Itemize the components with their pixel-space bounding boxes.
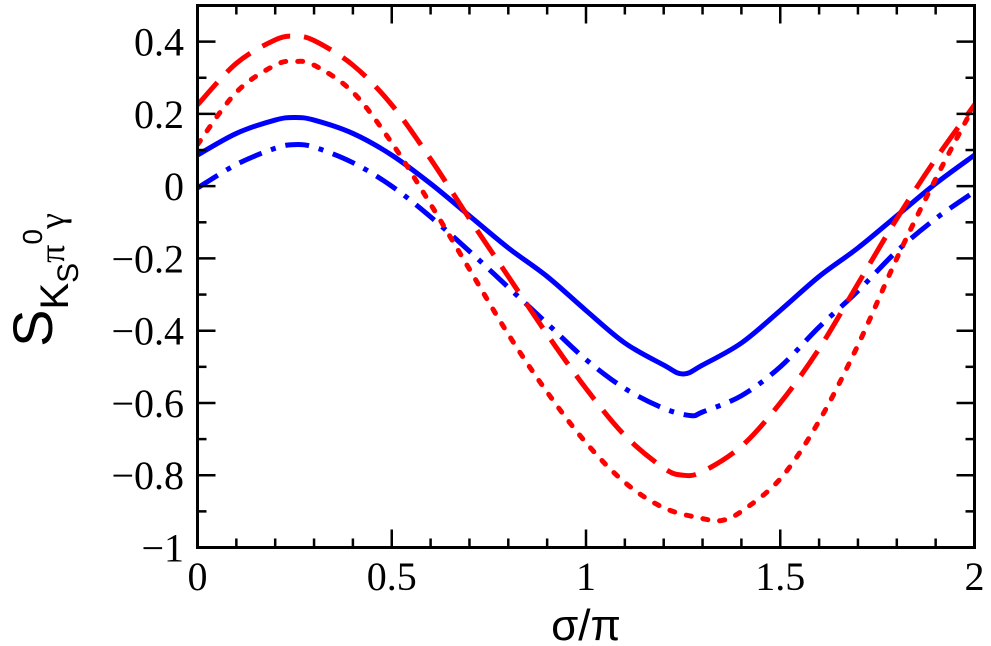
series-line-solid — [197, 115, 975, 377]
y-title-sub-k-sub: S — [52, 263, 85, 283]
x-tick-label: 2 — [965, 554, 985, 599]
y-axis-title: SKSπ0γ — [1, 213, 85, 347]
x-tick-label: 1 — [576, 554, 596, 599]
y-title-sub-pi: π — [32, 245, 72, 263]
x-tick-label: 0 — [188, 554, 208, 599]
ticks-layer — [196, 4, 976, 549]
y-title-sub-k: K — [33, 283, 77, 310]
y-tick-label: 0.4 — [134, 20, 184, 65]
x-tick-label: 0.5 — [367, 554, 417, 599]
y-tick-label: −0.8 — [111, 453, 184, 498]
series-line-dashed — [197, 33, 975, 479]
y-title-main: S — [1, 310, 64, 347]
x-axis-title: σ/π — [551, 601, 621, 646]
y-tick-label: −0.6 — [111, 381, 184, 426]
plot-frame — [196, 4, 976, 549]
y-tick-labels: −1 −0.8 −0.6 −0.4 −0.2 0 0.2 0.4 — [111, 20, 184, 571]
series-line-dotted — [197, 58, 975, 524]
y-title-sub-pi-sup: 0 — [17, 229, 48, 245]
y-title-sub-gamma: γ — [32, 213, 72, 230]
svg-text:SKSπ0γ: SKSπ0γ — [1, 213, 85, 347]
y-tick-label: 0.2 — [134, 92, 184, 137]
x-tick-label: 1.5 — [755, 554, 805, 599]
series-line-dashdot — [197, 142, 975, 419]
y-tick-label: −0.2 — [111, 236, 184, 281]
y-tick-label: −0.4 — [111, 309, 184, 354]
y-tick-label: 0 — [164, 164, 184, 209]
x-tick-labels: 0 0.5 1 1.5 2 — [188, 554, 985, 599]
y-tick-label: −1 — [141, 526, 184, 571]
series-layer — [197, 33, 975, 524]
